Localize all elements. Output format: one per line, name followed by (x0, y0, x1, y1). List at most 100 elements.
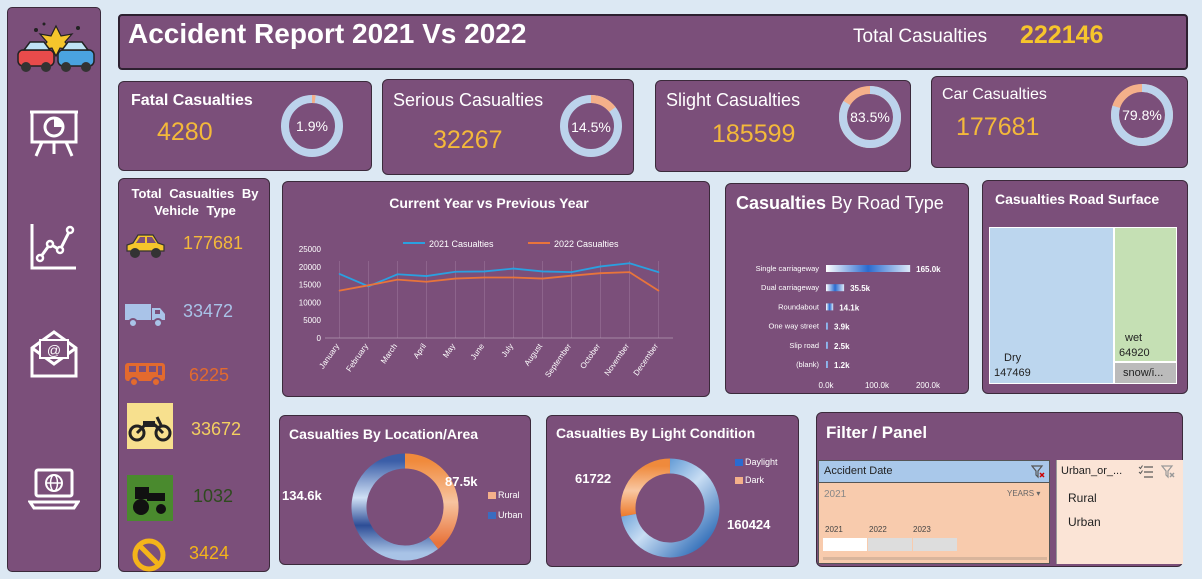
no-entry-icon (132, 538, 166, 572)
date-slicer-selected: 2021 (824, 489, 847, 500)
kpi-car-card: Car Casualties 177681 79.8% (931, 76, 1188, 168)
kpi-car-value: 177681 (956, 113, 1040, 141)
report-header: Accident Report 2021 Vs 2022 Total Casua… (118, 14, 1188, 70)
data-point (338, 273, 341, 275)
x-tick-label: September (543, 342, 573, 379)
bus-icon (125, 363, 165, 387)
year-2022-label: 2022 (869, 525, 887, 534)
road-surface-title: Casualties Road Surface (995, 191, 1160, 207)
series-line-2022 (339, 271, 659, 292)
road-x-tick: 100.0k (865, 381, 890, 390)
year-2021-label: 2021 (825, 525, 843, 534)
road-data-label: 3.9k (834, 323, 850, 332)
surface-snow-tile[interactable]: snow/i... (1114, 362, 1177, 384)
road-bar (826, 303, 834, 311)
surface-wet-tile[interactable]: wet 64920 (1114, 227, 1177, 362)
line-chart-icon[interactable] (28, 220, 80, 272)
clear-filter-icon[interactable] (1031, 465, 1045, 479)
light-donut (620, 458, 720, 558)
total-casualties-value: 222146 (1020, 21, 1104, 49)
date-slicer-title: Accident Date (824, 465, 893, 477)
data-point (657, 289, 660, 292)
clear-filter-icon[interactable] (1161, 465, 1175, 479)
multi-select-icon[interactable] (1138, 465, 1154, 479)
road-category-label: Single carriageway (756, 264, 820, 273)
road-category-label: Slip road (789, 341, 819, 350)
tractor-icon (127, 475, 173, 521)
y-tick-label: 20000 (299, 263, 322, 272)
road-data-label: 165.0k (916, 265, 941, 274)
line-chart-panel: Current Year vs Previous Year 2021 Casua… (282, 181, 710, 397)
kpi-car-label: Car Casualties (942, 86, 1047, 103)
road-type-title-rest: By Road Type (826, 193, 944, 213)
legend-daylight-swatch (735, 459, 743, 466)
vehicle-other-value: 3424 (189, 543, 230, 563)
data-point (425, 275, 428, 277)
x-tick-label: March (379, 342, 399, 365)
svg-text:@: @ (47, 342, 61, 358)
light-dark-value: 61722 (575, 471, 612, 486)
urban-slicer-title: Urban_or_... (1061, 465, 1123, 477)
slicer-item-urban[interactable]: Urban (1068, 515, 1101, 529)
kpi-serious-label: Serious Casualties (393, 90, 544, 110)
location-rural-value: 87.5k (445, 474, 478, 489)
road-bar (826, 265, 911, 272)
daylight-slice (621, 458, 720, 558)
kpi-serious-donut (560, 95, 622, 157)
vehicle-car-value: 177681 (183, 233, 244, 253)
kpi-fatal-card: Fatal Casualties 4280 1.9% (118, 81, 372, 171)
date-slicer[interactable]: Accident Date 2021 YEARS ▾ 2021 2022 202… (818, 460, 1050, 564)
legend-rural-swatch (488, 492, 496, 499)
road-data-label: 2.5k (834, 342, 850, 351)
x-tick-label: July (500, 342, 516, 359)
y-tick-label: 10000 (299, 298, 322, 307)
road-type-panel: Casualties By Road Type Single carriagew… (725, 183, 969, 394)
truck-icon (125, 304, 165, 328)
year-2022-bar[interactable] (868, 538, 912, 551)
location-donut (351, 453, 459, 561)
surface-dry-tile[interactable]: Dry 147469 (989, 227, 1114, 384)
urban-rural-slicer[interactable]: Urban_or_... Rural Urban (1056, 460, 1183, 564)
timeline-scrollbar[interactable] (823, 557, 1047, 560)
data-point (570, 274, 573, 277)
data-point (599, 265, 602, 268)
kpi-car-percent: 79.8% (1122, 107, 1162, 123)
laptop-globe-icon[interactable] (28, 462, 80, 514)
vehicle-bus-value: 6225 (189, 365, 230, 385)
date-level-dropdown[interactable]: YEARS ▾ (1007, 489, 1040, 498)
dark-slice (620, 458, 671, 517)
road-data-label: 35.5k (850, 284, 871, 293)
data-point (483, 276, 486, 279)
x-tick-label: August (522, 341, 544, 367)
slicer-item-rural[interactable]: Rural (1068, 491, 1097, 505)
mail-icon[interactable]: @ (28, 328, 80, 380)
x-tick-label: November (603, 342, 632, 378)
urban-slice (351, 453, 439, 561)
data-point (541, 277, 544, 280)
y-tick-label: 0 (317, 334, 322, 343)
legend-dark-label: Dark (745, 475, 765, 485)
legend-urban-swatch (488, 512, 496, 519)
legend-2021-label: 2021 Casualties (429, 239, 494, 249)
date-slicer-header: Accident Date (819, 461, 1049, 483)
road-category-label: Dual carriageway (761, 283, 819, 292)
kpi-serious-card: Serious Casualties 32267 14.5% (382, 79, 634, 175)
data-point (628, 271, 631, 273)
x-tick-label: February (344, 342, 370, 373)
legend-daylight-label: Daylight (745, 457, 778, 467)
legend-dark-swatch (735, 477, 743, 484)
road-surface-panel: Casualties Road Surface Dry 147469 wet 6… (982, 180, 1188, 394)
road-bar (826, 322, 828, 330)
data-point (512, 276, 515, 279)
road-data-label: 1.2k (834, 361, 850, 370)
kpi-serious-value: 32267 (433, 126, 503, 154)
car-crash-icon[interactable] (14, 20, 98, 80)
data-point (657, 271, 660, 273)
data-point (367, 284, 370, 287)
presentation-icon[interactable] (28, 106, 80, 158)
year-2021-bar[interactable] (823, 538, 867, 551)
year-2023-bar[interactable] (913, 538, 957, 551)
light-daylight-value: 160424 (727, 517, 771, 532)
road-x-tick: 200.0k (916, 381, 941, 390)
road-category-label: Roundabout (778, 302, 820, 311)
